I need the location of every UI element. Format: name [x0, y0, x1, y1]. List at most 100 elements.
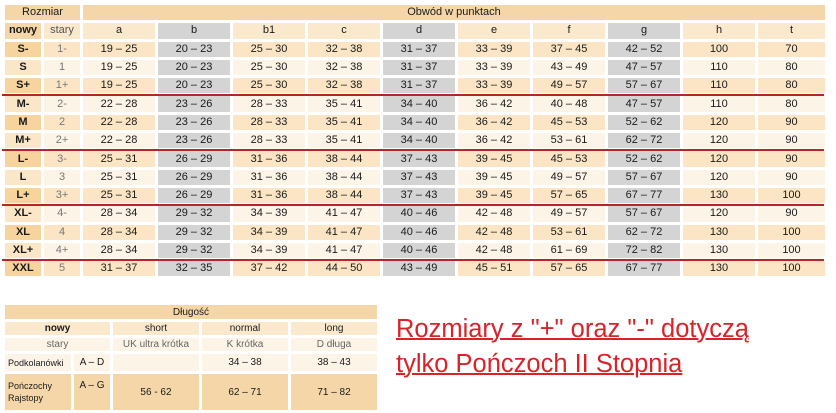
- size-row: L+ 3+ 25 – 31 26 – 29 31 – 36 38 – 44 37 – 43 3…: [5, 187, 825, 204]
- cell-h: 120: [683, 114, 755, 131]
- cell-h: 130: [683, 187, 755, 204]
- cell-h: 110: [683, 78, 755, 94]
- size-new: XL: [5, 224, 41, 240]
- stary-header: stary: [44, 23, 80, 39]
- cell-c: 35 – 41: [308, 114, 380, 131]
- cell-h: 120: [683, 206, 755, 222]
- cell-g: 42 – 52: [608, 41, 680, 57]
- cell-c: 32 – 38: [308, 78, 380, 94]
- cell-f: 61 – 69: [533, 242, 605, 259]
- cell-d: 31 – 37: [383, 41, 455, 57]
- cell-f: 37 – 45: [533, 41, 605, 57]
- cell-f: 49 – 57: [533, 206, 605, 222]
- size-row: XXL 5 31 – 37 32 – 35 37 – 42 44 – 50 43 – 49 4…: [5, 261, 825, 277]
- cell-g: 62 – 72: [608, 133, 680, 149]
- cell-a: 25 – 31: [83, 151, 155, 167]
- group-separator: [2, 203, 824, 206]
- cell-b: 26 – 29: [158, 169, 230, 185]
- column-header-a: a: [83, 23, 155, 39]
- cell-a: 22 – 28: [83, 133, 155, 149]
- cell-b1: 28 – 33: [233, 114, 305, 131]
- column-header-f: f: [533, 23, 605, 39]
- cell-t: 70: [758, 41, 825, 57]
- cell-h: 120: [683, 169, 755, 185]
- cell-f: 53 – 61: [533, 133, 605, 149]
- cell-g: 72 – 82: [608, 242, 680, 259]
- size-old: 1-: [44, 41, 80, 57]
- column-header-e: e: [458, 23, 530, 39]
- ponczochy-name: Pończochy: [8, 381, 53, 391]
- cell-t: 90: [758, 151, 825, 167]
- length-short-header: short: [113, 322, 199, 335]
- cell-f: 53 – 61: [533, 224, 605, 240]
- cell-a: 22 – 28: [83, 114, 155, 131]
- cell-b: 26 – 29: [158, 151, 230, 167]
- cell-d: 37 – 43: [383, 169, 455, 185]
- length-long-header: long: [291, 322, 377, 335]
- size-row: XL+ 4+ 28 – 34 29 – 32 34 – 39 41 – 47 40 – 46…: [5, 242, 825, 259]
- cell-b1: 34 – 39: [233, 206, 305, 222]
- ponczochy-range: A – G: [74, 374, 110, 410]
- cell-h: 110: [683, 59, 755, 76]
- cell-e: 36 – 42: [458, 114, 530, 131]
- cell-g: 47 – 57: [608, 96, 680, 112]
- cell-h: 130: [683, 242, 755, 259]
- cell-h: 130: [683, 224, 755, 240]
- cell-c: 38 – 44: [308, 151, 380, 167]
- obwod-header: Obwód w punktach: [83, 5, 825, 21]
- cell-e: 42 – 48: [458, 206, 530, 222]
- size-table: Rozmiar Obwód w punktach nowy stary a b b1…: [2, 2, 828, 279]
- cell-d: 34 – 40: [383, 114, 455, 131]
- cell-e: 39 – 45: [458, 169, 530, 185]
- cell-c: 32 – 38: [308, 59, 380, 76]
- cell-a: 28 – 34: [83, 242, 155, 259]
- cell-a: 25 – 31: [83, 169, 155, 185]
- cell-t: 90: [758, 206, 825, 222]
- cell-c: 44 – 50: [308, 261, 380, 277]
- size-old: 4-: [44, 206, 80, 222]
- cell-b: 20 – 23: [158, 41, 230, 57]
- cell-d: 40 – 46: [383, 224, 455, 240]
- size-row: S+ 1+ 19 – 25 20 – 23 25 – 30 32 – 38 31 – 37 3…: [5, 78, 825, 94]
- cell-b1: 25 – 30: [233, 78, 305, 94]
- cell-d: 31 – 37: [383, 59, 455, 76]
- size-old: 1: [44, 59, 80, 76]
- cell-c: 38 – 44: [308, 187, 380, 204]
- size-old: 3: [44, 169, 80, 185]
- length-long-old: D długa: [291, 338, 377, 351]
- cell-t: 90: [758, 169, 825, 185]
- cell-c: 35 – 41: [308, 133, 380, 149]
- cell-b1: 37 – 42: [233, 261, 305, 277]
- column-header-d: d: [383, 23, 455, 39]
- size-new: L: [5, 169, 41, 185]
- cell-c: 41 – 47: [308, 242, 380, 259]
- cell-b: 29 – 32: [158, 206, 230, 222]
- cell-g: 57 – 67: [608, 78, 680, 94]
- cell-g: 62 – 72: [608, 224, 680, 240]
- cell-g: 57 – 67: [608, 169, 680, 185]
- cell-d: 40 – 46: [383, 242, 455, 259]
- cell-e: 33 – 39: [458, 78, 530, 94]
- rajstopy-name: Rajstopy: [8, 393, 44, 403]
- size-row: L- 3- 25 – 31 26 – 29 31 – 36 38 – 44 37 – 43 3…: [5, 151, 825, 167]
- size-row: XL- 4- 28 – 34 29 – 32 34 – 39 41 – 47 40 – 46…: [5, 206, 825, 222]
- size-new: XL+: [5, 242, 41, 259]
- cell-t: 100: [758, 224, 825, 240]
- size-row: S 1 19 – 25 20 – 23 25 – 30 32 – 38 31 – 37 33 …: [5, 59, 825, 76]
- size-new: L+: [5, 187, 41, 204]
- size-row: M+ 2+ 22 – 28 23 – 26 28 – 33 35 – 41 34 – 40 3…: [5, 133, 825, 149]
- size-old: 3+: [44, 187, 80, 204]
- ponczochy-long: 71 – 82: [291, 374, 377, 410]
- column-header-t: t: [758, 23, 825, 39]
- size-new: M: [5, 114, 41, 131]
- size-new: XL-: [5, 206, 41, 222]
- cell-a: 19 – 25: [83, 78, 155, 94]
- cell-b1: 28 – 33: [233, 133, 305, 149]
- cell-h: 120: [683, 151, 755, 167]
- cell-g: 67 – 77: [608, 261, 680, 277]
- cell-h: 130: [683, 261, 755, 277]
- cell-b: 23 – 26: [158, 133, 230, 149]
- cell-b1: 31 – 36: [233, 187, 305, 204]
- nowy-header: nowy: [5, 23, 41, 39]
- column-header-b: b: [158, 23, 230, 39]
